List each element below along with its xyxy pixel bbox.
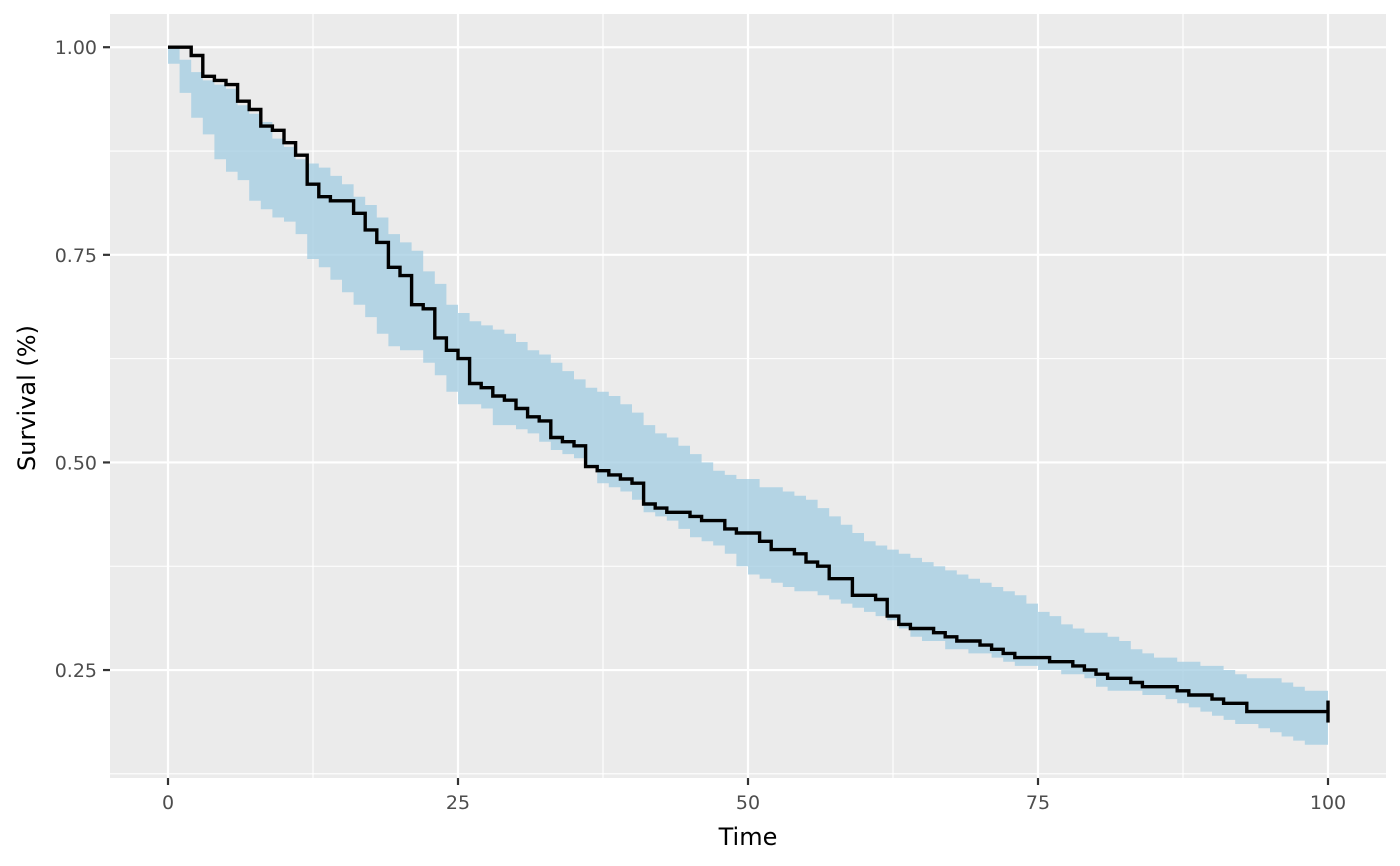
- x-tick-label: 75: [1026, 792, 1050, 814]
- x-tick-label: 0: [162, 792, 174, 814]
- x-axis: 0 25 50 75 100: [162, 778, 1346, 814]
- survival-curve: [168, 45, 1330, 723]
- survival-step-line: [168, 45, 1328, 714]
- x-tick-label: 50: [736, 792, 760, 814]
- x-tick-label: 25: [446, 792, 470, 814]
- y-axis: 0.25 0.50 0.75 1.00: [55, 37, 110, 682]
- y-tick-label: 0.25: [55, 660, 97, 682]
- confidence-band: [168, 47, 1328, 745]
- y-tick-label: 0.50: [55, 452, 97, 474]
- y-axis-title: Survival (%): [13, 325, 41, 471]
- y-tick-label: 0.75: [55, 245, 97, 267]
- y-tick-label: 1.00: [55, 37, 97, 59]
- x-axis-title: Time: [718, 823, 778, 851]
- x-tick-label: 100: [1310, 792, 1346, 814]
- confidence-band-area: [168, 47, 1328, 745]
